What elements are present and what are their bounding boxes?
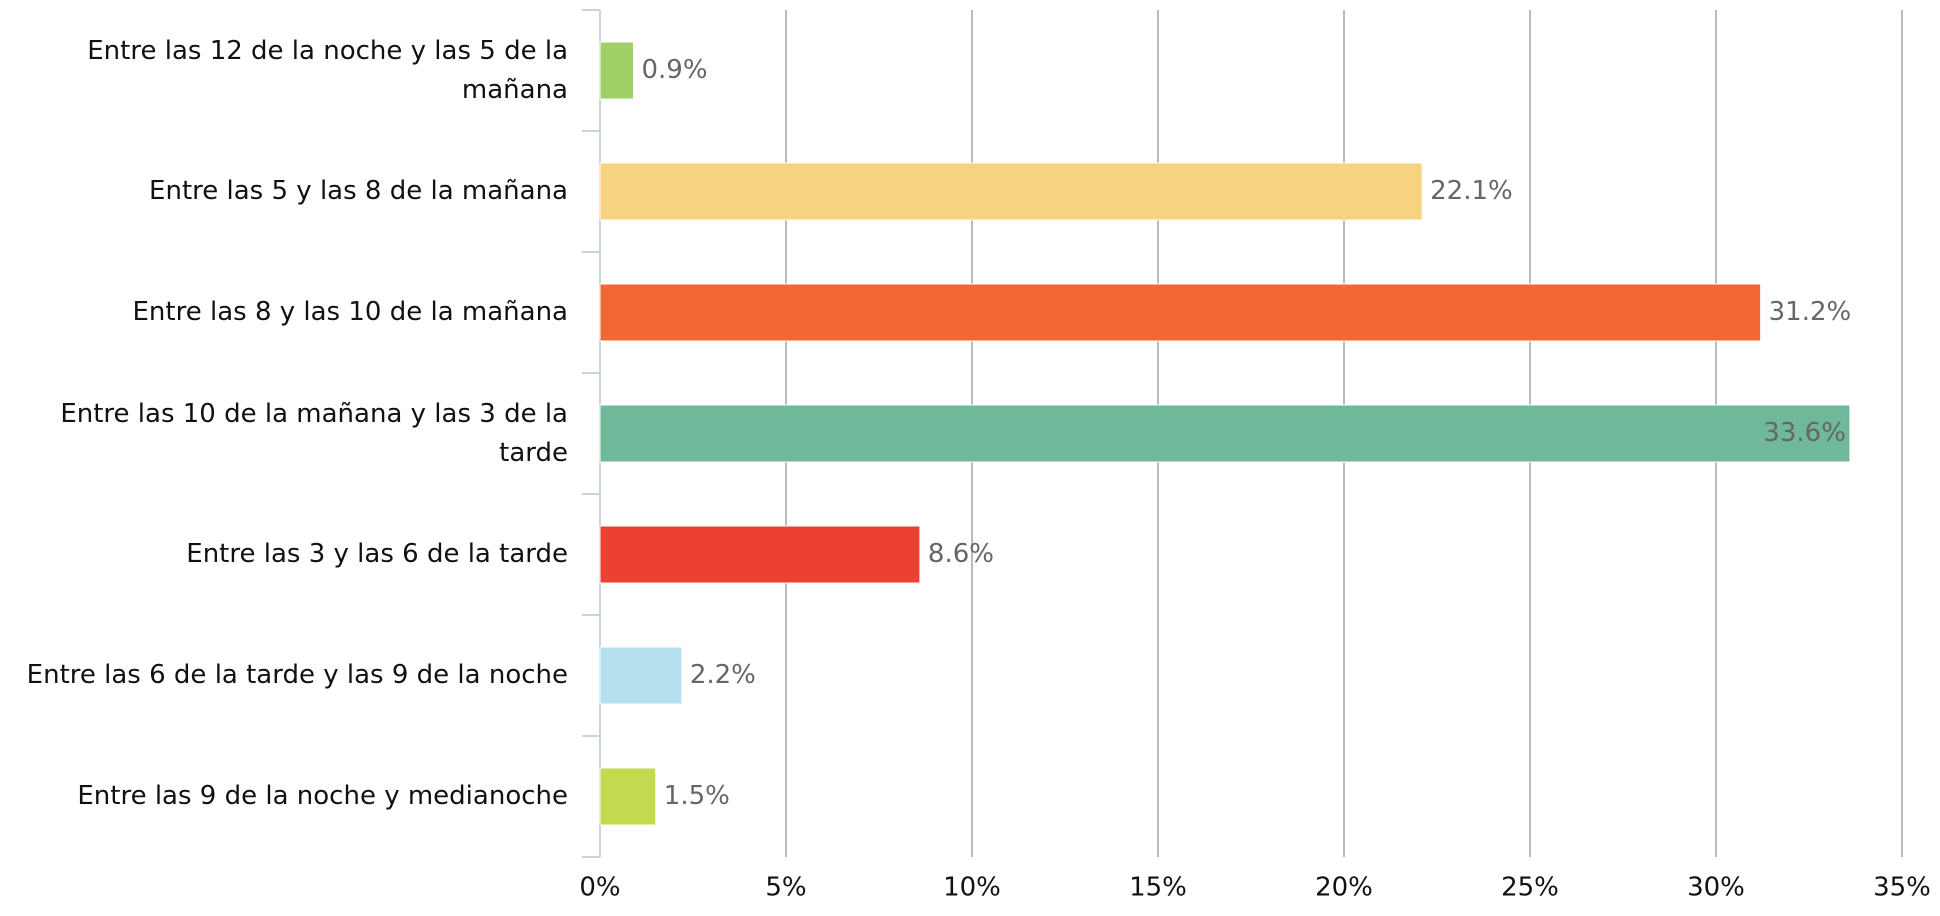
bar bbox=[599, 283, 1762, 342]
value-label: 31.2% bbox=[1769, 297, 1852, 327]
bar bbox=[599, 162, 1423, 221]
x-tick-label: 35% bbox=[1873, 873, 1931, 903]
bar bbox=[599, 525, 921, 584]
bar bbox=[599, 41, 634, 100]
bar bbox=[599, 767, 657, 826]
x-tick-label: 20% bbox=[1315, 873, 1373, 903]
bar bbox=[599, 404, 1851, 463]
category-label: Entre las 10 de la mañana y las 3 de la … bbox=[60, 398, 568, 468]
value-label: 33.6% bbox=[1763, 418, 1846, 448]
value-label: 22.1% bbox=[1430, 176, 1513, 206]
x-tick-label: 5% bbox=[765, 873, 806, 903]
x-tick-label: 25% bbox=[1501, 873, 1559, 903]
value-label: 0.9% bbox=[641, 55, 707, 85]
category-label: Entre las 12 de la noche y las 5 de la m… bbox=[87, 35, 568, 105]
category-label: Entre las 5 y las 8 de la mañana bbox=[149, 176, 568, 206]
x-tick-label: 10% bbox=[943, 873, 1001, 903]
bar bbox=[599, 646, 683, 705]
value-label: 8.6% bbox=[928, 539, 994, 569]
value-label: 1.5% bbox=[664, 781, 730, 811]
value-label: 2.2% bbox=[690, 660, 756, 690]
category-label: Entre las 9 de la noche y medianoche bbox=[77, 781, 568, 811]
x-tick-label: 0% bbox=[579, 873, 620, 903]
category-label: Entre las 8 y las 10 de la mañana bbox=[132, 297, 569, 327]
category-label: Entre las 6 de la tarde y las 9 de la no… bbox=[26, 660, 568, 690]
x-tick-label: 30% bbox=[1687, 873, 1745, 903]
x-tick-label: 15% bbox=[1129, 873, 1187, 903]
category-label: Entre las 3 y las 6 de la tarde bbox=[186, 539, 568, 569]
